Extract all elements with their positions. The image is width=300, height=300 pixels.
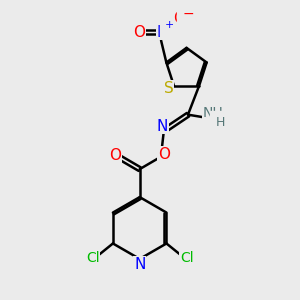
Text: O: O bbox=[158, 147, 170, 162]
Text: O: O bbox=[109, 148, 121, 163]
Text: −: − bbox=[182, 7, 194, 21]
Text: +: + bbox=[165, 20, 175, 30]
Text: S: S bbox=[164, 81, 174, 96]
Text: N: N bbox=[134, 257, 146, 272]
Text: N: N bbox=[157, 25, 168, 40]
Text: NH: NH bbox=[202, 106, 224, 120]
Text: Cl: Cl bbox=[180, 251, 194, 265]
Text: O: O bbox=[134, 25, 146, 40]
Text: N: N bbox=[157, 118, 168, 134]
Text: O: O bbox=[173, 11, 185, 26]
Text: Cl: Cl bbox=[86, 251, 99, 265]
Text: H: H bbox=[216, 116, 225, 129]
